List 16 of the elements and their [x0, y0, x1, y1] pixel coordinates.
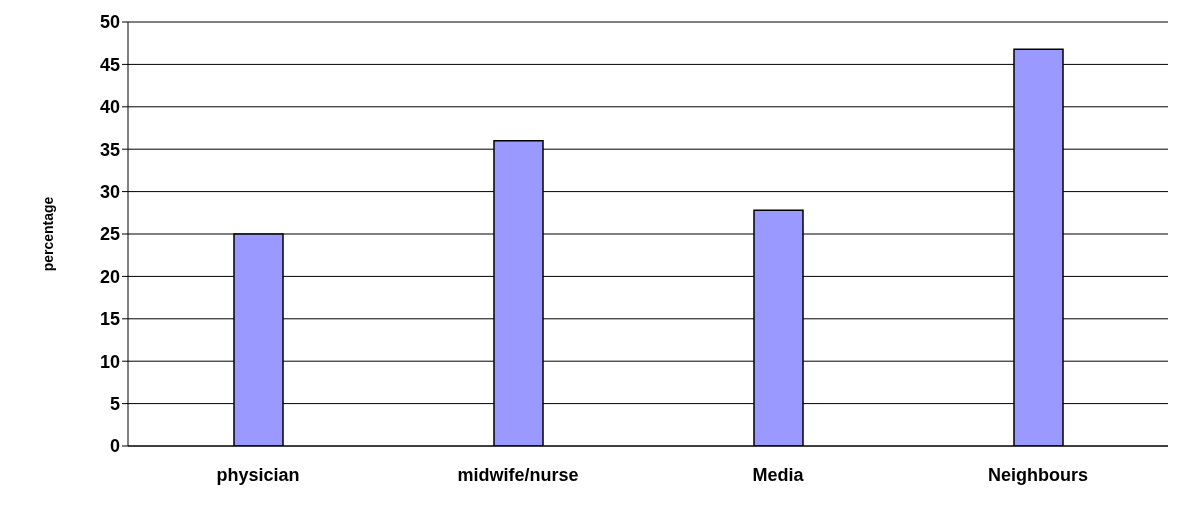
y-tick-label: 40 — [99, 97, 120, 118]
y-tick-label: 0 — [109, 436, 120, 457]
y-tick-label: 45 — [99, 54, 120, 75]
y-tick-label: 30 — [99, 181, 120, 202]
y-tick-label: 25 — [99, 224, 120, 245]
y-tick-label: 35 — [99, 139, 120, 160]
x-tick-label: Neighbours — [987, 464, 1089, 485]
x-tick-label: physician — [216, 464, 300, 485]
y-tick-label: 50 — [99, 12, 120, 33]
y-tick-label: 10 — [99, 351, 120, 372]
x-tick-label: Media — [752, 464, 805, 485]
y-tick-label: 15 — [99, 309, 120, 330]
y-axis-title: percentage — [39, 196, 56, 272]
y-tick-label: 20 — [99, 266, 120, 287]
x-tick-label: midwife/nurse — [457, 464, 579, 485]
y-tick-label: 5 — [109, 393, 120, 414]
